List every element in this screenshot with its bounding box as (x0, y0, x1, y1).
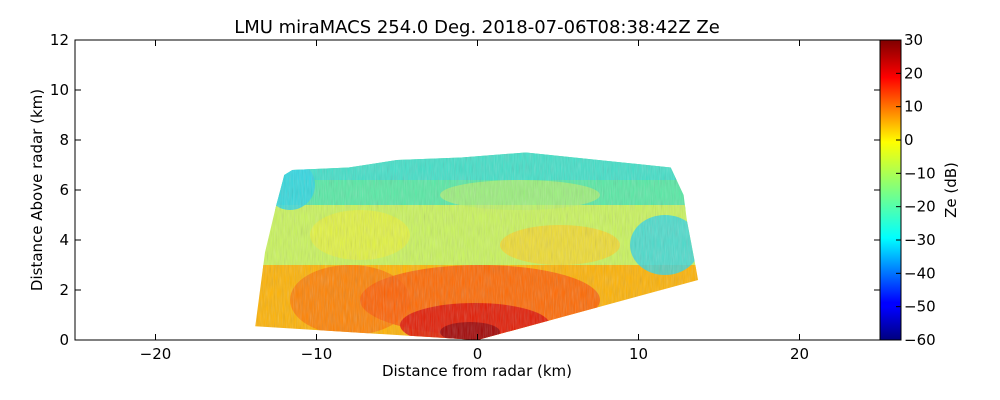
y-tick-label: 8 (59, 131, 69, 149)
x-axis-label: Distance from radar (km) (382, 362, 572, 380)
colorbar-tick-label: 0 (904, 131, 914, 149)
y-tick-label: 12 (50, 31, 69, 49)
y-tick-label: 0 (59, 331, 69, 349)
chart-title: LMU miraMACS 254.0 Deg. 2018-07-06T08:38… (234, 17, 720, 38)
x-tick-label: 0 (473, 345, 483, 363)
colorbar-tick-label: −60 (904, 331, 936, 349)
colorbar-tick-label: −30 (904, 231, 936, 249)
y-tick-label: 6 (59, 181, 69, 199)
colorbar-tick-label: −50 (904, 298, 936, 316)
x-ticks: −20 −10 0 10 20 (140, 40, 809, 363)
colorbar-tick-label: −40 (904, 264, 936, 282)
colorbar-tick-label: 10 (904, 98, 923, 116)
x-tick-label: 20 (790, 345, 809, 363)
colorbar-ticks: 30 20 10 0 −10 −20 −30 −40 −50 −60 (896, 31, 936, 349)
colorbar-tick-label: −20 (904, 198, 936, 216)
y-tick-label: 10 (50, 81, 69, 99)
y-tick-label: 4 (59, 231, 69, 249)
y-axis-label: Distance Above radar (km) (28, 89, 46, 291)
colorbar-label: Ze (dB) (942, 162, 960, 218)
x-tick-label: −20 (140, 345, 172, 363)
colorbar-tick-label: 20 (904, 64, 923, 82)
colorbar-tick-label: −10 (904, 164, 936, 182)
y-tick-label: 2 (59, 281, 69, 299)
colorbar (879, 39, 902, 341)
colorbar-tick-label: 30 (904, 31, 923, 49)
x-tick-label: −10 (301, 345, 333, 363)
y-ticks: 0 2 4 6 8 10 12 (50, 31, 880, 349)
x-tick-label: 10 (629, 345, 648, 363)
